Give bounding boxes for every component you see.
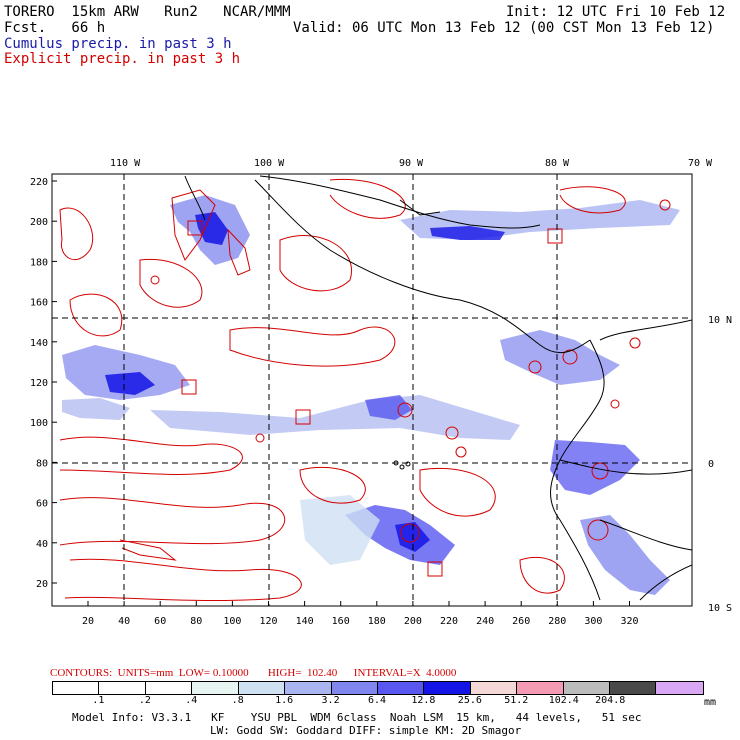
precip-cluster-peru bbox=[580, 515, 670, 595]
x-tick-label: 140 bbox=[296, 616, 314, 627]
colorbar bbox=[52, 681, 704, 695]
map-frame bbox=[51, 173, 693, 607]
forecast-hour: Fcst. 66 h bbox=[4, 20, 106, 36]
cumulus-label: Cumulus precip. in past 3 h bbox=[4, 36, 232, 52]
x-tick-label: 240 bbox=[476, 616, 494, 627]
precip-cluster-west-mid bbox=[62, 345, 190, 400]
y-tick-label: 180 bbox=[30, 257, 48, 268]
model-info-line1: Model Info: V3.3.1 KF YSU PBL WDM 6class… bbox=[72, 711, 642, 724]
cumulus-precip-layer bbox=[62, 195, 680, 595]
x-axis-ticks: 20 40 60 80 100 120 140 160 180 200 220 240 260 280 30… bbox=[82, 601, 639, 627]
x-tick-label: 280 bbox=[548, 616, 566, 627]
model-title: TORERO 15km ARW Run2 NCAR/MMM bbox=[4, 4, 291, 20]
station-boxes bbox=[181, 220, 563, 577]
colorbar-cell bbox=[53, 682, 100, 694]
colorbar-label: .4 bbox=[185, 695, 198, 706]
colorbar-label: 204.8 bbox=[595, 695, 626, 706]
x-tick-label: 120 bbox=[259, 616, 277, 627]
x-tick-label: 40 bbox=[118, 616, 130, 627]
colorbar-label: .2 bbox=[138, 695, 151, 706]
colorbar-cell bbox=[377, 682, 425, 694]
precip-core-central bbox=[365, 395, 412, 420]
x-tick-label: 20 bbox=[82, 616, 94, 627]
colorbar-cell bbox=[331, 682, 378, 694]
y-axis-ticks: 220 200 180 160 140 120 100 80 60 40 20 bbox=[30, 177, 57, 590]
precip-cluster-colombia bbox=[550, 440, 640, 495]
colorbar-label: 12.8 bbox=[411, 695, 436, 706]
colorbar-cell bbox=[238, 682, 286, 694]
precip-core-nw-mexico bbox=[195, 212, 228, 245]
colorbar-cell bbox=[517, 682, 564, 694]
lon-label-70w: 70 W bbox=[688, 158, 713, 169]
y-tick-label: 40 bbox=[36, 539, 48, 550]
colorbar-cell bbox=[656, 682, 703, 694]
valid-time: Valid: 06 UTC Mon 13 Feb 12 (00 CST Mon … bbox=[293, 20, 715, 36]
lon-label-90w: 90 W bbox=[399, 158, 424, 169]
y-tick-label: 200 bbox=[30, 217, 48, 228]
galapagos-islands bbox=[393, 460, 411, 470]
x-tick-label: 220 bbox=[440, 616, 458, 627]
colorbar-cell bbox=[285, 682, 332, 694]
lat-label-10s: 10 S bbox=[708, 603, 732, 614]
colorbar-cell bbox=[563, 682, 611, 694]
lon-label-110w: 110 W bbox=[110, 158, 141, 169]
x-tick-label: 160 bbox=[332, 616, 350, 627]
colorbar-label: 51.2 bbox=[504, 695, 529, 706]
y-tick-label: 20 bbox=[36, 579, 48, 590]
lat-label-10n: 10 N bbox=[708, 315, 732, 326]
precip-core-west-mid bbox=[105, 372, 155, 395]
x-tick-label: 300 bbox=[584, 616, 602, 627]
latlon-grid bbox=[52, 174, 692, 606]
precip-cluster-central-band bbox=[150, 395, 520, 440]
x-tick-label: 260 bbox=[512, 616, 530, 627]
precip-core-north-coast bbox=[430, 226, 505, 240]
y-tick-label: 100 bbox=[30, 418, 48, 429]
explicit-precip-contours bbox=[59, 178, 671, 602]
y-tick-label: 140 bbox=[30, 338, 48, 349]
colorbar-label: 6.4 bbox=[367, 695, 387, 706]
y-tick-label: 220 bbox=[30, 177, 48, 188]
model-info-line2: LW: Godd SW: Goddard DIFF: simple KM: 2D… bbox=[210, 724, 522, 737]
x-tick-label: 60 bbox=[154, 616, 166, 627]
y-tick-label: 60 bbox=[36, 499, 48, 510]
lon-label-80w: 80 W bbox=[545, 158, 570, 169]
x-tick-label: 200 bbox=[404, 616, 422, 627]
y-tick-label: 80 bbox=[36, 458, 48, 469]
precip-cluster-south-light bbox=[300, 495, 380, 565]
x-tick-label: 320 bbox=[620, 616, 638, 627]
colorbar-cell bbox=[424, 682, 471, 694]
init-time: Init: 12 UTC Fri 10 Feb 12 bbox=[506, 4, 726, 20]
colorbar-label: .8 bbox=[231, 695, 244, 706]
y-tick-label: 120 bbox=[30, 378, 48, 389]
colorbar-label: .1 bbox=[92, 695, 105, 706]
explicit-label: Explicit precip. in past 3 h bbox=[4, 51, 241, 67]
lon-label-100w: 100 W bbox=[254, 158, 285, 169]
colorbar-label: 1.6 bbox=[275, 695, 294, 706]
x-tick-label: 80 bbox=[190, 616, 202, 627]
colorbar-cell bbox=[99, 682, 146, 694]
colorbar-cell bbox=[192, 682, 239, 694]
colorbar-label: 102.4 bbox=[548, 695, 579, 706]
colorbar-unit: mm bbox=[704, 697, 717, 708]
contour-info: CONTOURS: UNITS=mm LOW= 0.10000 HIGH= 10… bbox=[50, 667, 457, 679]
colorbar-cell bbox=[610, 682, 657, 694]
colorbar-label: 3.2 bbox=[321, 695, 340, 706]
colorbar-cell bbox=[470, 682, 518, 694]
precip-cluster-east-isthmus bbox=[500, 330, 620, 385]
x-tick-label: 100 bbox=[223, 616, 241, 627]
lat-label-0: 0 bbox=[708, 459, 714, 470]
colorbar-label: 25.6 bbox=[457, 695, 482, 706]
y-tick-label: 160 bbox=[30, 298, 48, 309]
x-tick-label: 180 bbox=[368, 616, 386, 627]
colorbar-cell bbox=[145, 682, 193, 694]
precip-cluster-west-low bbox=[62, 398, 130, 420]
